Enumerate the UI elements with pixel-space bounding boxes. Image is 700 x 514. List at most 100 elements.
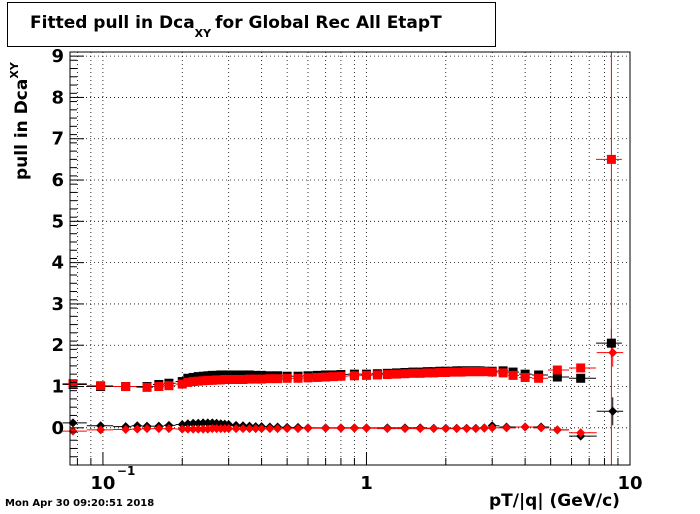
y-tick-label: 8: [51, 87, 64, 108]
data-point-square: [508, 370, 518, 380]
x-tick-label: 1: [360, 473, 373, 494]
data-point-diamond: [198, 424, 208, 434]
data-point-diamond: [608, 406, 618, 416]
data-point-square: [198, 371, 208, 381]
data-point-diamond: [361, 423, 371, 433]
chart-title-box: Fitted pull in DcaXYfor Global Rec All E…: [7, 2, 496, 47]
data-point-square: [391, 369, 401, 379]
data-point-square: [198, 376, 208, 386]
data-point-square: [188, 377, 198, 387]
data-point-square: [372, 370, 382, 380]
y-tick-label: 9: [51, 46, 64, 67]
data-point-diamond: [441, 424, 451, 434]
data-point-square: [576, 373, 586, 383]
data-point-square: [329, 372, 339, 382]
data-point-diamond: [257, 424, 267, 434]
data-point-diamond: [251, 424, 261, 434]
data-point-square: [422, 368, 432, 378]
x-tick-label: 10: [617, 473, 642, 494]
data-point-square: [293, 373, 303, 383]
data-point-square: [251, 374, 261, 384]
y-tick-label: 5: [51, 211, 64, 232]
data-point-diamond: [552, 425, 562, 435]
data-point-diamond: [282, 424, 292, 434]
plot-frame: [69, 51, 631, 466]
data-point-square: [265, 374, 275, 384]
x-axis-label: pT/|q| (GeV/c): [489, 491, 620, 511]
data-point-square: [408, 368, 418, 378]
data-point-square: [552, 365, 562, 375]
data-point-square: [68, 379, 78, 389]
data-point-diamond: [224, 424, 234, 434]
data-point-diamond: [520, 422, 530, 432]
data-point-diamond: [193, 424, 203, 434]
data-point-square: [238, 370, 248, 380]
data-point-square: [400, 369, 410, 379]
data-point-diamond: [183, 419, 193, 429]
data-point-square: [336, 371, 346, 381]
data-point-square: [96, 381, 106, 391]
data-point-diamond: [188, 418, 198, 428]
data-point-square: [606, 154, 616, 164]
y-axis-label-main: pull in Dca: [12, 78, 32, 180]
data-point-diamond: [471, 424, 481, 434]
data-point-diamond: [142, 424, 152, 434]
chart-title-subscript: XY: [194, 27, 212, 40]
data-point-diamond: [415, 424, 425, 434]
data-point-diamond: [608, 348, 618, 358]
data-point-diamond: [293, 424, 303, 434]
data-point-square: [576, 363, 586, 373]
data-point-square: [361, 370, 371, 380]
data-point-square: [479, 367, 489, 377]
y-axis-label-subscript: XY: [8, 62, 21, 79]
data-point-diamond: [238, 424, 248, 434]
y-tick-label: 4: [51, 253, 64, 274]
data-point-square: [487, 367, 497, 377]
chart-title-rest: for Global Rec All EtapT: [215, 13, 442, 33]
data-point-square: [312, 372, 322, 382]
timestamp: Mon Apr 30 09:20:51 2018: [5, 498, 155, 509]
x-tick-label-base: 10: [90, 473, 115, 494]
x-tick-label-exponent: −1: [117, 464, 135, 478]
data-point-diamond: [273, 424, 283, 434]
data-point-square: [415, 368, 425, 378]
data-point-square: [520, 372, 530, 382]
data-point-diamond: [177, 424, 187, 434]
data-point-diamond: [132, 424, 142, 434]
data-point-diamond: [183, 424, 193, 434]
data-point-square: [441, 367, 451, 377]
data-point-diamond: [198, 418, 208, 428]
y-tick-label: 3: [51, 294, 64, 315]
x-tick-label-base: 10: [617, 473, 642, 494]
data-point-square: [273, 374, 283, 384]
data-point-square: [245, 374, 255, 384]
data-point-diamond: [349, 423, 359, 433]
data-point-square: [193, 372, 203, 382]
data-point-square: [552, 372, 562, 382]
data-point-square: [534, 373, 544, 383]
data-point-square: [177, 379, 187, 389]
data-point-square: [142, 382, 152, 392]
data-point-square: [382, 370, 392, 380]
data-point-diamond: [336, 423, 346, 433]
chart-title: Fitted pull in DcaXYfor Global Rec All E…: [30, 13, 442, 40]
data-points: [68, 154, 618, 441]
data-point-square: [164, 381, 174, 391]
data-point-diamond: [68, 418, 78, 428]
data-point-diamond: [462, 424, 472, 434]
y-tick-label: 6: [51, 170, 64, 191]
data-point-square: [282, 373, 292, 383]
y-tick-label: 1: [51, 377, 64, 398]
chart-title-main: Fitted pull in Dca: [30, 13, 195, 33]
data-point-diamond: [231, 424, 241, 434]
data-point-diamond: [245, 424, 255, 434]
x-tick-label: 10−1: [90, 464, 135, 494]
data-point-diamond: [177, 420, 187, 430]
data-point-square: [321, 372, 331, 382]
data-point-diamond: [479, 423, 489, 433]
data-point-diamond: [303, 423, 313, 433]
data-point-square: [231, 375, 241, 385]
data-point-diamond: [96, 425, 106, 435]
